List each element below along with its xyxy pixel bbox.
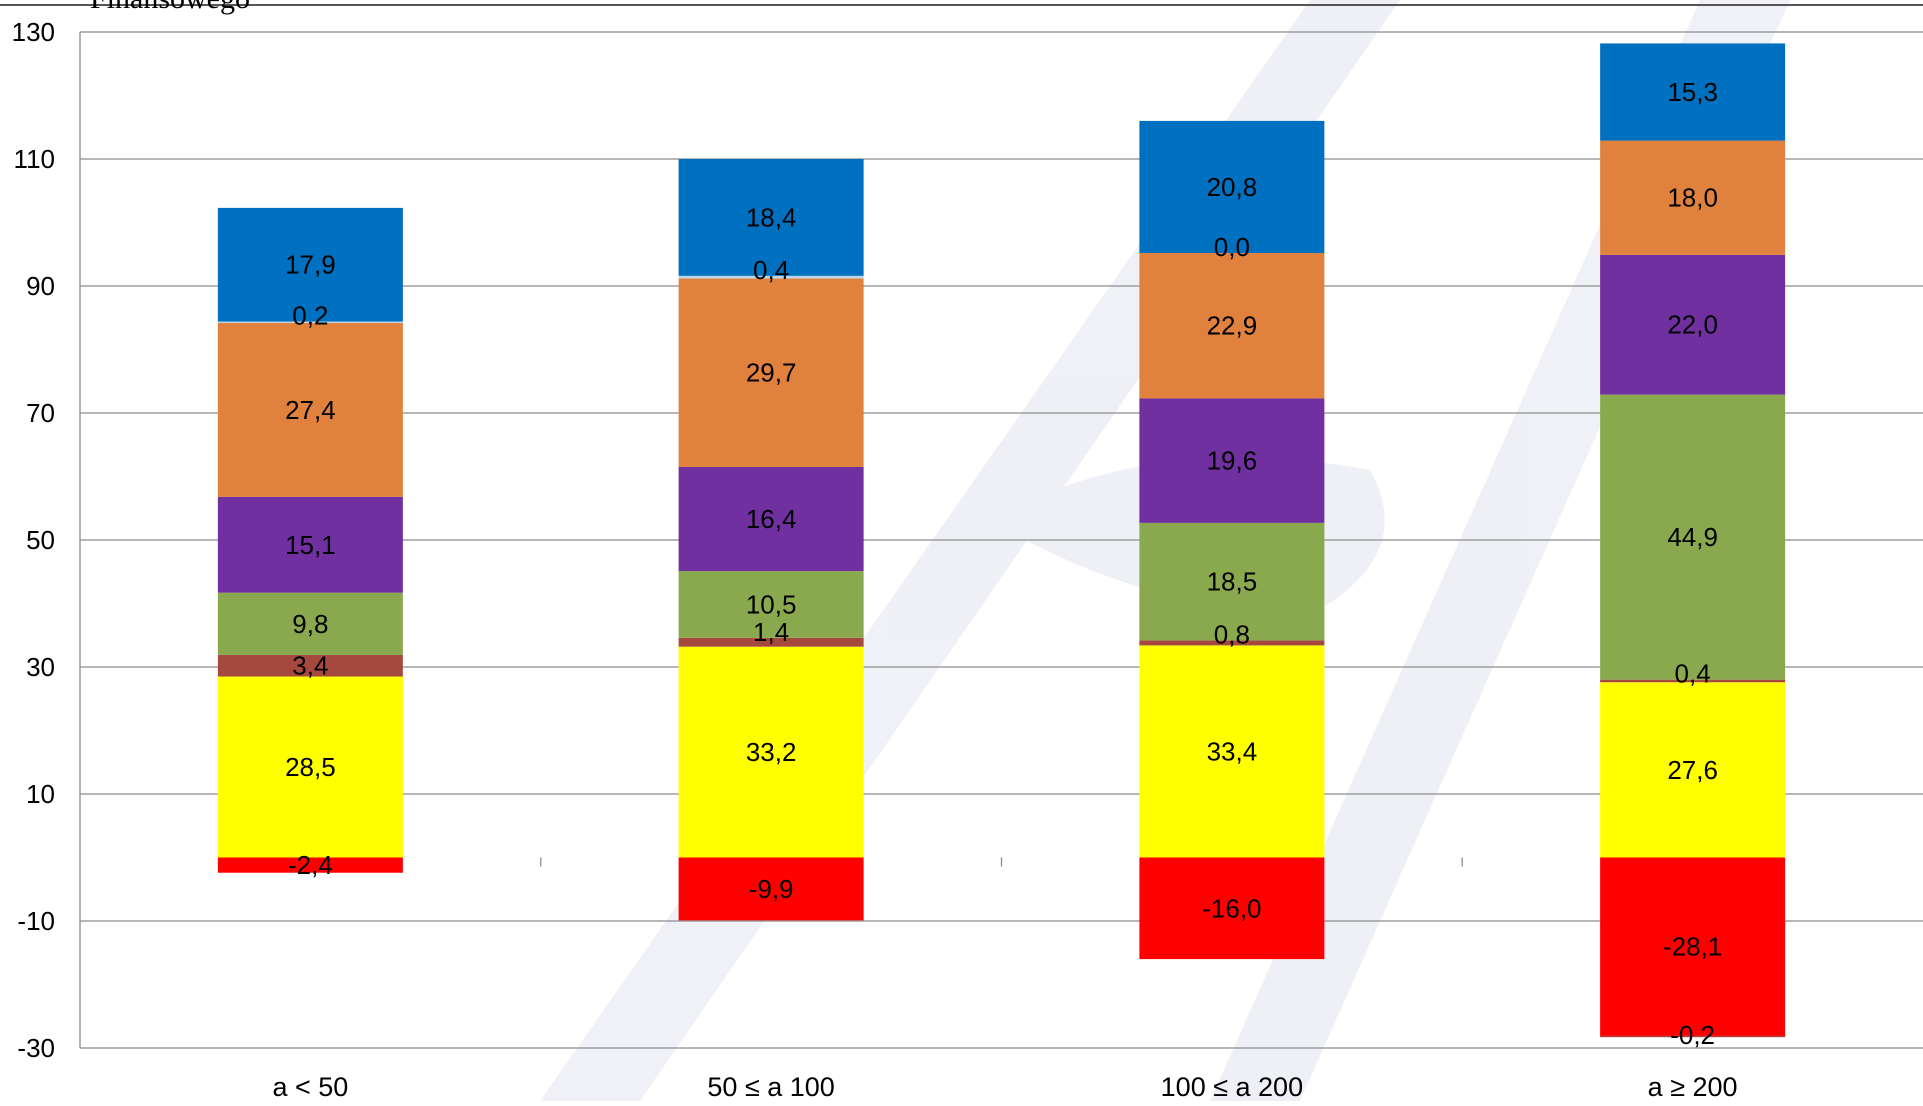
header-title-fragment: Finansowego [90, 0, 250, 15]
data-label: 0,4 [753, 255, 789, 285]
data-label: 22,9 [1207, 311, 1258, 341]
bar-segment [1139, 252, 1325, 399]
y-tick-label: -30 [17, 1033, 55, 1063]
x-category-label: a < 50 [272, 1072, 348, 1101]
bar-segment [217, 654, 403, 677]
bar-segment [1139, 398, 1325, 523]
x-category-label: 50 ≤ a 100 [707, 1072, 834, 1101]
bar-segment [217, 857, 403, 873]
bar-segment [1600, 140, 1786, 255]
data-label: 44,9 [1667, 522, 1718, 552]
data-label: 28,5 [285, 752, 336, 782]
data-label: -2,4 [288, 850, 333, 880]
bar-segment [678, 278, 864, 467]
y-tick-label: 70 [26, 398, 55, 428]
bar-segment [1600, 857, 1786, 1036]
data-label: 0,8 [1214, 619, 1250, 649]
data-label: 10,5 [746, 589, 797, 619]
data-label: 15,1 [285, 530, 336, 560]
bar-segment [1600, 43, 1786, 141]
bar-segments [217, 43, 1786, 1038]
y-tick-label: 90 [26, 271, 55, 301]
y-axis: 130 110 90 70 50 30 10 -10 -30 [12, 17, 81, 1063]
bar-segment [678, 646, 864, 858]
y-tick-label: -10 [17, 906, 55, 936]
data-label: 18,4 [746, 202, 797, 232]
bar-segment [217, 321, 403, 323]
bar-segment [1600, 682, 1786, 858]
x-category-label: 100 ≤ a 200 [1161, 1072, 1303, 1101]
data-label: 27,4 [285, 395, 336, 425]
x-axis: a < 50 50 ≤ a 100 100 ≤ a 200 a ≥ 200 [272, 857, 1738, 1102]
data-label: 22,0 [1667, 310, 1718, 340]
bar-segment [678, 571, 864, 638]
data-label: 29,7 [746, 358, 797, 388]
bar-segment [678, 857, 864, 921]
bar-segment [1600, 1035, 1786, 1038]
data-label: 1,4 [753, 617, 789, 647]
data-label: 18,5 [1207, 567, 1258, 597]
data-label: 18,0 [1667, 183, 1718, 213]
bar-segment [678, 159, 864, 276]
data-label: -9,9 [749, 874, 794, 904]
data-label: -16,0 [1202, 893, 1261, 923]
y-tick-label: 10 [26, 779, 55, 809]
data-labels: -2,4 28,5 3,4 9,8 15,1 27,4 0,2 17,9 -9,9 33,2 1,4… [285, 77, 1722, 1050]
bar-segment [1139, 645, 1325, 858]
y-tick-label: 50 [26, 525, 55, 555]
data-label: 19,6 [1207, 446, 1258, 476]
data-label: -0,2 [1670, 1020, 1715, 1050]
data-label: 17,9 [285, 250, 336, 280]
bar-segment [217, 676, 403, 858]
bar-segment [1139, 857, 1325, 960]
data-label: 9,8 [292, 609, 328, 639]
data-label: 0,0 [1214, 232, 1250, 262]
bar-segment [1600, 394, 1786, 680]
bar-segment [1600, 679, 1786, 683]
y-tick-label: 30 [26, 652, 55, 682]
data-label: 0,2 [292, 301, 328, 331]
data-label: 27,6 [1667, 755, 1718, 785]
y-tick-label: 130 [12, 17, 55, 47]
data-label: 0,4 [1675, 659, 1711, 689]
bar-segment [217, 207, 403, 322]
data-label: -28,1 [1663, 932, 1722, 962]
data-label: 33,4 [1207, 736, 1258, 766]
data-label: 33,2 [746, 737, 797, 767]
y-tick-label: 110 [14, 144, 55, 174]
bar-segment [1139, 640, 1325, 646]
bar-segment [1600, 254, 1786, 395]
bar-segment [217, 592, 403, 655]
data-label: 3,4 [292, 651, 328, 681]
bar-segment [217, 496, 403, 593]
bar-segment [678, 275, 864, 279]
bar-segment [678, 637, 864, 647]
bar-segment [217, 322, 403, 497]
bar-segment [1139, 522, 1325, 641]
data-label: 15,3 [1667, 77, 1718, 107]
bar-segment [1139, 120, 1325, 253]
bar-segment [678, 466, 864, 572]
x-category-label: a ≥ 200 [1648, 1072, 1738, 1101]
data-label: 20,8 [1207, 172, 1258, 202]
data-label: 16,4 [746, 504, 797, 534]
